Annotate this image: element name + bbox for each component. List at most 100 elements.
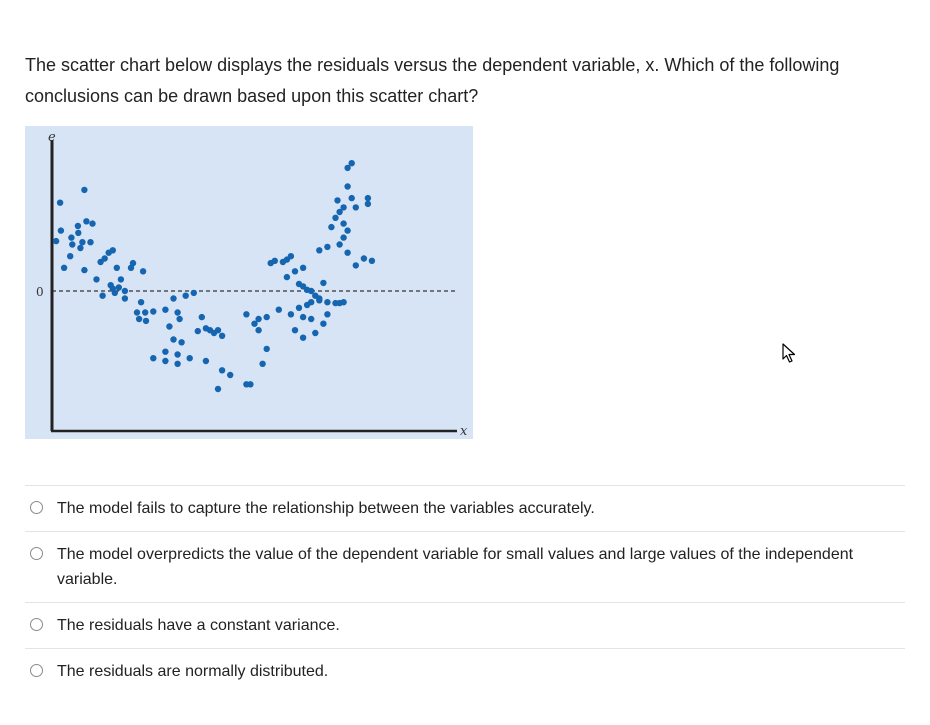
data-point-28 [115,284,123,291]
mouse-pointer-icon [782,343,796,363]
data-point-78 [299,313,307,321]
answer-option-2-label: The model overpredicts the value of the … [57,546,854,588]
data-point-123 [344,249,351,256]
data-point-88 [324,299,331,306]
data-point-111 [334,197,341,204]
data-point-16 [81,266,88,274]
data-point-82 [312,329,319,337]
data-point-45 [190,289,197,297]
data-point-117 [340,234,347,241]
data-point-68 [259,360,266,367]
data-point-52 [186,355,193,362]
data-point-105 [320,279,327,287]
data-point-43 [176,315,183,323]
data-point-32 [127,264,135,271]
data-point-109 [328,223,335,231]
data-point-33 [139,268,147,275]
data-point-115 [340,220,347,227]
data-point-13 [83,218,90,225]
data-point-125 [360,255,368,262]
data-point-65 [214,385,222,393]
data-point-81 [299,334,307,341]
data-point-126 [368,257,376,264]
data-point-107 [316,247,323,254]
radio-button-3[interactable] [30,618,43,631]
data-point-27 [117,276,125,283]
answer-options: The model fails to capture the relations… [25,485,905,694]
data-point-6 [67,253,74,260]
data-point-34 [137,299,145,306]
data-point-118 [344,227,351,234]
data-point-67 [247,381,254,388]
data-point-47 [135,315,143,323]
data-point-29 [121,287,129,295]
answer-option-2[interactable]: The model overpredicts the value of the … [25,531,905,602]
data-point-50 [174,351,181,358]
data-point-84 [324,311,331,318]
data-point-93 [271,257,278,264]
answer-option-1[interactable]: The model fails to capture the relations… [25,485,905,531]
data-point-77 [295,304,303,311]
data-point-58 [218,332,226,339]
answer-option-3[interactable]: The residuals have a constant variance. [25,602,905,648]
data-point-72 [255,315,262,323]
data-point-12 [79,239,86,246]
data-point-74 [255,327,262,334]
data-point-24 [99,292,106,299]
data-point-9 [75,229,82,237]
radio-button-4[interactable] [30,664,43,677]
residual-scatter-chart: 0 e x [25,126,473,439]
data-point-80 [291,327,299,334]
data-point-128 [348,160,355,167]
data-point-35 [133,309,141,316]
data-point-8 [68,234,75,241]
data-point-116 [336,241,343,248]
data-point-121 [364,194,372,202]
data-point-73 [263,313,270,321]
data-point-70 [243,311,250,318]
data-point-5 [60,264,68,271]
answer-option-4-label: The residuals are normally distributed. [57,663,329,680]
data-point-112 [336,208,343,216]
data-point-122 [364,200,372,208]
answer-option-4[interactable]: The residuals are normally distributed. [25,648,905,694]
x-axis-label: x [460,424,468,439]
data-point-106 [299,264,307,271]
radio-button-1[interactable] [30,501,43,514]
data-point-44 [182,292,189,299]
data-point-26 [111,289,119,297]
data-point-1 [52,237,60,245]
data-point-7 [69,241,76,248]
answer-option-3-label: The residuals have a constant variance. [57,617,340,634]
data-point-42 [174,309,181,316]
data-point-98 [291,268,299,275]
data-point-57 [214,327,222,334]
data-point-37 [142,317,150,325]
data-point-36 [142,309,149,316]
data-point-102 [308,287,315,295]
data-point-15 [87,239,94,246]
data-point-83 [320,320,327,327]
data-point-19 [101,255,108,262]
data-point-86 [308,299,315,306]
data-point-40 [166,323,173,330]
data-point-63 [218,367,226,374]
data-point-21 [109,247,117,254]
data-point-17 [93,276,100,283]
data-point-113 [340,204,347,211]
residual-scatter-svg: 0 e x [25,126,473,439]
data-point-22 [113,264,121,271]
data-point-14 [89,220,96,227]
data-point-61 [174,360,181,367]
data-point-2 [56,199,64,206]
data-point-75 [275,306,282,313]
data-point-96 [287,253,295,260]
data-point-11 [77,244,84,252]
data-point-4 [81,186,88,194]
data-point-76 [287,311,295,318]
radio-button-2[interactable] [30,547,43,560]
data-point-10 [74,222,82,230]
data-point-49 [170,336,177,343]
question-text: The scatter chart below displays the res… [25,55,840,106]
data-point-114 [344,183,351,190]
